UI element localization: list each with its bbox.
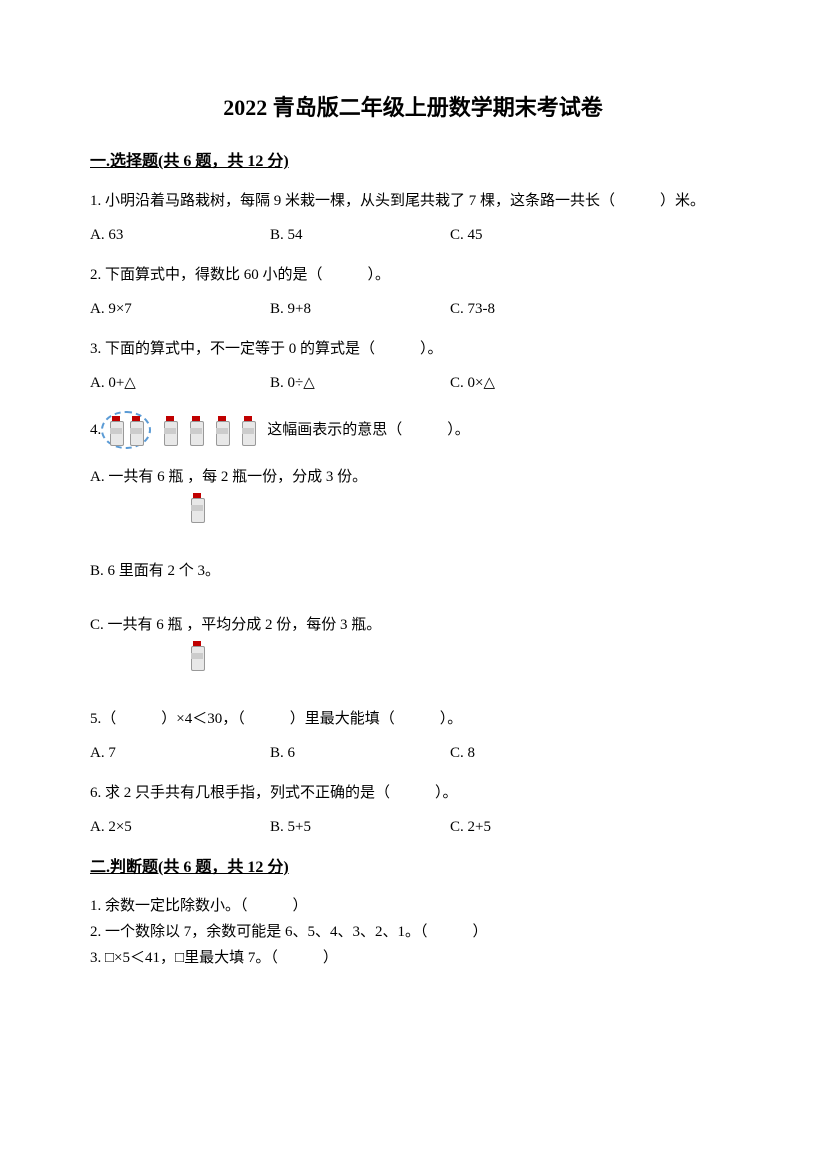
bottle-group-icon (101, 411, 255, 449)
question-1: 1. 小明沿着马路栽树，每隔 9 米栽一棵，从头到尾共栽了 7 棵，这条路一共长… (90, 189, 736, 247)
q3-option-b: B. 0÷△ (270, 371, 450, 395)
section-1-header: 一.选择题(共 6 题，共 12 分) (90, 149, 736, 175)
question-6: 6. 求 2 只手共有几根手指，列式不正确的是（ ）。 A. 2×5 B. 5+… (90, 781, 736, 839)
question-5: 5.（ ）×4＜30，（ ）里最大能填（ ）。 A. 7 B. 6 C. 8 (90, 707, 736, 765)
judge-2: 2. 一个数除以 7，余数可能是 6、5、4、3、2、1。（ ） (90, 920, 736, 944)
bottle-icon (190, 493, 204, 529)
bottle-icon (109, 416, 123, 444)
q1-option-c: C. 45 (450, 223, 630, 247)
q6-option-a: A. 2×5 (90, 815, 270, 839)
q1-option-a: A. 63 (90, 223, 270, 247)
q5-option-a: A. 7 (90, 741, 270, 765)
question-3: 3. 下面的算式中，不一定等于 0 的算式是（ ）。 A. 0+△ B. 0÷△… (90, 337, 736, 395)
question-2-text: 2. 下面算式中，得数比 60 小的是（ ）。 (90, 263, 736, 287)
bottle-circle-icon (101, 411, 151, 449)
question-6-text: 6. 求 2 只手共有几根手指，列式不正确的是（ ）。 (90, 781, 736, 805)
q4-prefix: 4. (90, 418, 101, 442)
question-1-options: A. 63 B. 54 C. 45 (90, 223, 736, 247)
q4-option-b: B. 6 里面有 2 个 3。 (90, 559, 736, 583)
question-2: 2. 下面算式中，得数比 60 小的是（ ）。 A. 9×7 B. 9+8 C.… (90, 263, 736, 321)
bottle-icon (241, 416, 255, 444)
bottle-icon (215, 416, 229, 444)
q2-option-a: A. 9×7 (90, 297, 270, 321)
bottle-icon (129, 416, 143, 444)
question-5-text: 5.（ ）×4＜30，（ ）里最大能填（ ）。 (90, 707, 736, 731)
q2-option-b: B. 9+8 (270, 297, 450, 321)
question-6-options: A. 2×5 B. 5+5 C. 2+5 (90, 815, 736, 839)
question-1-text: 1. 小明沿着马路栽树，每隔 9 米栽一棵，从头到尾共栽了 7 棵，这条路一共长… (90, 189, 736, 213)
judge-1: 1. 余数一定比除数小。（ ） (90, 894, 736, 918)
bottle-icon (189, 416, 203, 444)
q4-option-a: A. 一共有 6 瓶 ，每 2 瓶一份，分成 3 份。 (90, 465, 736, 529)
question-4: 4. 这幅画表示的意思（ ）。 A. 一共有 6 瓶 ，每 2 瓶一份，分成 3… (90, 411, 736, 677)
q3-option-c: C. 0×△ (450, 371, 630, 395)
q6-option-c: C. 2+5 (450, 815, 630, 839)
q4-option-b-text: B. 6 里面有 2 个 3。 (90, 563, 220, 579)
q2-option-c: C. 73-8 (450, 297, 630, 321)
q4-option-c-before: C. 一共有 6 瓶 (90, 617, 183, 633)
question-3-text: 3. 下面的算式中，不一定等于 0 的算式是（ ）。 (90, 337, 736, 361)
judge-3: 3. □×5＜41，□里最大填 7。（ ） (90, 946, 736, 970)
q5-option-c: C. 8 (450, 741, 630, 765)
q6-option-b: B. 5+5 (270, 815, 450, 839)
q4-option-a-after: ，每 2 瓶一份，分成 3 份。 (187, 469, 367, 485)
question-3-options: A. 0+△ B. 0÷△ C. 0×△ (90, 371, 736, 395)
q3-option-a: A. 0+△ (90, 371, 270, 395)
q4-option-c: C. 一共有 6 瓶 ，平均分成 2 份，每份 3 瓶。 (90, 613, 736, 677)
bottle-icon (190, 641, 204, 677)
question-4-line: 4. 这幅画表示的意思（ ）。 (90, 411, 736, 449)
question-5-options: A. 7 B. 6 C. 8 (90, 741, 736, 765)
page-title: 2022 青岛版二年级上册数学期末考试卷 (90, 90, 736, 125)
q5-option-b: B. 6 (270, 741, 450, 765)
q1-option-b: B. 54 (270, 223, 450, 247)
section-2-header: 二.判断题(共 6 题，共 12 分) (90, 855, 736, 881)
q4-suffix: 这幅画表示的意思（ ）。 (267, 418, 470, 442)
bottle-icon (163, 416, 177, 444)
q4-option-a-before: A. 一共有 6 瓶 (90, 469, 183, 485)
question-2-options: A. 9×7 B. 9+8 C. 73-8 (90, 297, 736, 321)
q4-option-c-after: ，平均分成 2 份，每份 3 瓶。 (186, 617, 381, 633)
